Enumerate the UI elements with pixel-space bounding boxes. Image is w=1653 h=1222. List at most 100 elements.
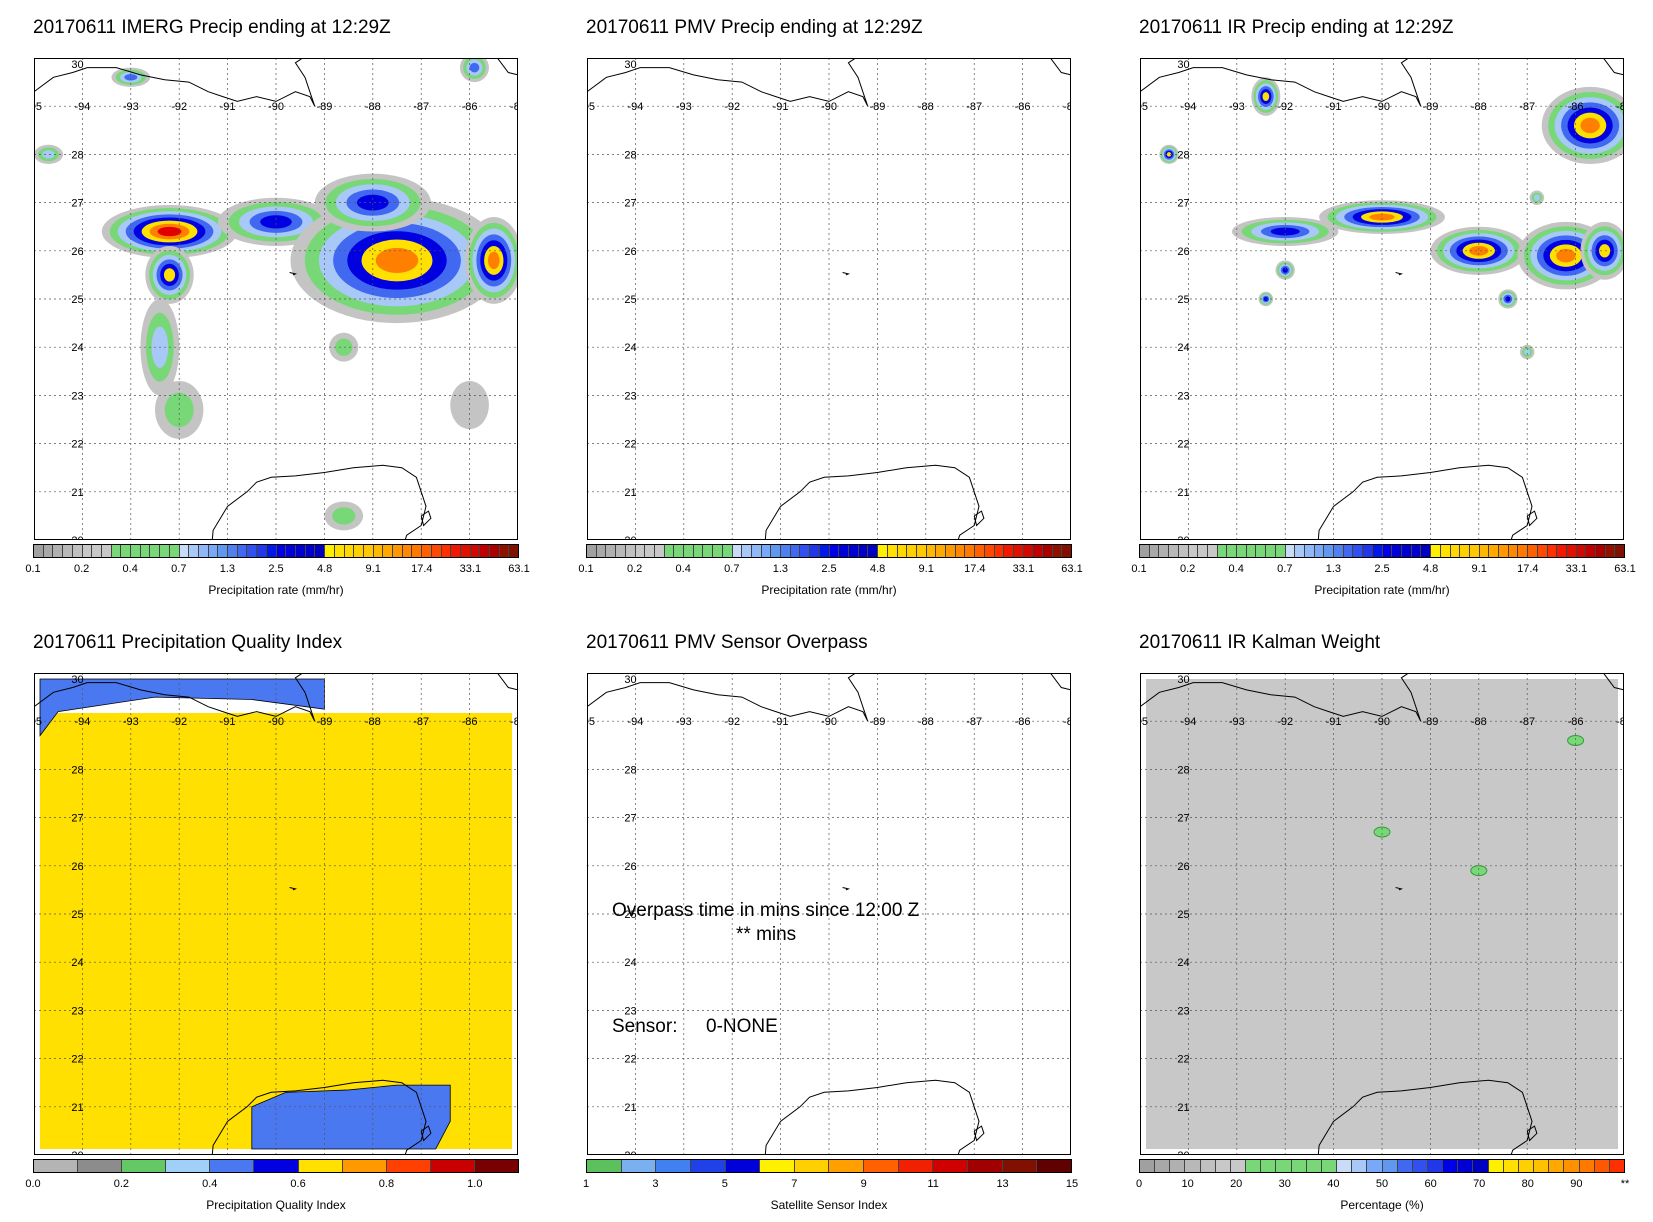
colorbar-tick-label: 0.1 [578,563,594,575]
colorbar-swatch [994,545,1005,557]
colorbar-ticks: 0.1 0.2 0.4 0.7 1.3 2.5 4.8 9.1 17.4 33.1 63.1 [25,563,529,577]
colorbar-swatch [1227,545,1238,557]
map-border [34,673,518,1155]
map-border [34,58,518,540]
lon-tick-label: -92 [171,716,187,728]
map-border [1140,58,1624,540]
colorbar-swatch [160,545,170,557]
colorbar-swatch [1188,545,1199,557]
lat-tick-label: 30 [624,59,636,71]
colorbar-ticks: 1 3 5 7 9 11 13 15 [583,1178,1078,1192]
lon-tick-label: -93 [1229,716,1245,728]
lat-tick-label: 25 [1177,294,1189,306]
colorbar-tick-label: 4.8 [316,563,333,575]
lat-tick-label: 25 [624,909,636,921]
coastline [1140,673,1624,722]
colorbar-tick-label: 0.0 [25,1178,41,1190]
lat-tick-label: 26 [624,861,636,873]
lon-tick-label: -95 [587,101,595,113]
colorbar-swatch [1596,545,1606,557]
lon-tick-label: -92 [1277,716,1293,728]
map-svg: -95 -94 -93 -92 -91 -90 -89 -88 -87 -86 -85 30 28 27 2… [34,58,518,540]
lat-tick-label: 30 [1177,59,1189,71]
overpass-time-label: Overpass time in mins since 12:00 Z [612,900,920,921]
colorbar-swatch [441,545,452,557]
colorbar-swatch [383,545,394,557]
colorbar-swatch [325,545,335,557]
panel-title: 20170611 IR Kalman Weight [1139,632,1381,653]
colorbar-swatch [179,545,190,557]
lon-tick-label: -91 [220,101,236,113]
lon-tick-label: -90 [1374,716,1390,728]
coastline [1317,1079,1533,1155]
colorbar-swatch [587,545,597,557]
map-frame: -95 -94 -93 -92 -91 -90 -89 -88 -87 -86 -85 30 28 27 2… [587,58,1071,540]
colorbar-swatch [1586,545,1597,557]
colorbar-swatch [1412,1160,1428,1172]
colorbar-swatch [286,545,296,557]
lon-tick-label: -90 [268,101,284,113]
colorbar-swatch [587,1160,622,1172]
colorbar-swatch [1230,1160,1247,1172]
precip-cell [1166,152,1172,157]
colorbar-tick-label: 63.1 [1061,563,1083,575]
colorbar-swatch [829,1160,865,1172]
panel-title: 20170611 Precipitation Quality Index [33,632,343,653]
colorbar-swatch [412,545,423,557]
colorbar-swatch [1261,1160,1277,1172]
lon-tick-label: -87 [1519,101,1535,113]
coastline [1526,510,1538,527]
panel-title: 20170611 PMV Sensor Overpass [586,632,868,653]
lat-tick-label: 22 [624,1054,636,1066]
colorbar-swatch [621,1160,657,1172]
lon-tick-label: -85 [510,101,518,113]
colorbar-swatch [1499,545,1509,557]
colorbar-swatch [616,545,626,557]
sensor-value: 0-NONE [706,1016,778,1037]
precip-cell [1580,117,1600,134]
coastline [1395,887,1404,891]
lat-tick-label: 21 [624,487,636,499]
colorbar-swatch [1576,545,1587,557]
colorbar-tick-label: 63.1 [1614,563,1636,575]
colorbar-tick-label: 90 [1570,1178,1583,1190]
colorbar-swatch [1489,545,1500,557]
panel-title: 20170611 IMERG Precip ending at 12:29Z [33,17,391,38]
lat-tick-label: 27 [71,198,83,210]
lat-tick-label: 20 [624,535,636,540]
coastline [764,1079,980,1155]
lat-tick-label: 26 [1177,246,1189,258]
colorbar-tick-label: 0.2 [113,1178,130,1190]
precip-cell [1556,248,1576,263]
colorbar-tick-label: 1.0 [467,1178,483,1190]
colorbar-swatch [1052,545,1063,557]
lon-tick-label: -88 [918,101,934,113]
colorbar-swatch [1178,545,1189,557]
lon-tick-label: -92 [724,101,740,113]
panel-ir: 20170611 IR Precip ending at 12:29Z-95-9… [1131,17,1639,607]
colorbar-swatch [848,545,859,557]
colorbar-swatch [1352,1160,1368,1172]
precip-cell [1469,245,1489,256]
panel-title: 20170611 IR Precip ending at 12:29Z [1139,17,1454,38]
colorbar-swatch [1503,1160,1519,1172]
colorbar-swatch [1431,545,1441,557]
lat-tick-label: 28 [1177,149,1189,161]
colorbar-swatch [1043,545,1053,557]
colorbar-swatch [858,545,869,557]
colorbar-swatch [674,545,685,557]
colorbar-swatch [596,545,607,557]
colorbar-swatch [1547,545,1558,557]
lat-tick-label: 30 [71,674,83,686]
colorbar [586,1159,1072,1173]
colorbar-swatch [732,545,743,557]
lat-tick-label: 25 [71,294,83,306]
map-frame: -95 -94 -93 -92 -91 -90 -89 -88 -87 -86 -85 30 28 27 2… [34,58,518,540]
colorbar-swatch [955,545,966,557]
lat-tick-label: 26 [71,861,83,873]
lon-tick-label: -95 [34,101,42,113]
colorbar-swatch [34,1160,79,1172]
colorbar-swatch [140,545,151,557]
colorbar-swatch [295,545,306,557]
colorbar-tick-label: 0.1 [25,563,41,575]
